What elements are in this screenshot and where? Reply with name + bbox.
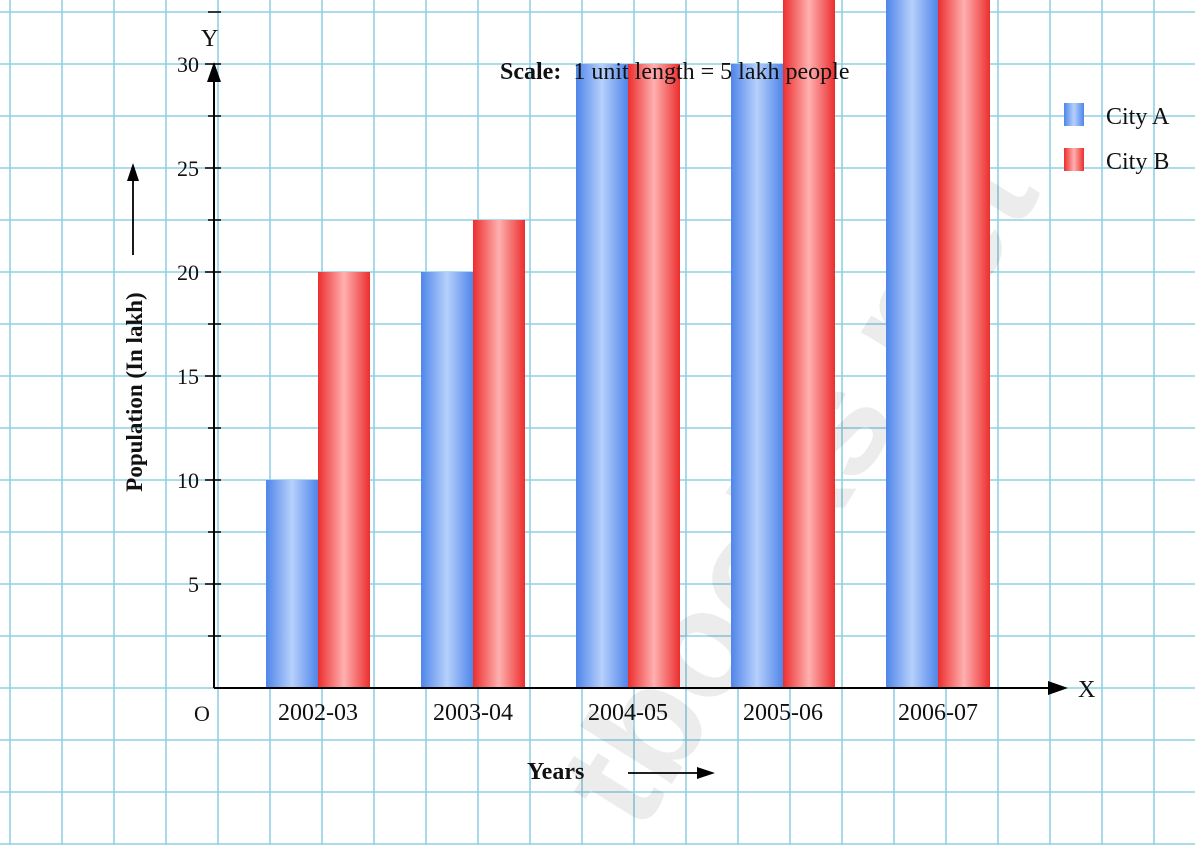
y-axis-arrow [207,62,221,82]
y-ticks [205,11,221,637]
x-tick-label: 2006-07 [898,700,978,726]
bar-city-b-2005-06 [783,0,835,688]
bar-city-a-2004-05 [576,64,628,688]
scale-prefix: Scale: [500,59,561,85]
y-tick-label: 10 [177,468,199,493]
y-tick-label: 20 [177,260,199,285]
x-tick-labels: 2002-03 2003-04 2004-05 2005-06 2006-07 [278,700,978,726]
y-title-arrow-head [127,163,139,181]
x-tick-label: 2003-04 [433,700,513,726]
legend-swatch-2 [1064,148,1084,171]
bars [266,0,990,688]
y-tick-label: 25 [177,156,199,181]
bar-city-b-2002-03 [318,272,370,688]
y-tick-label: 30 [177,52,199,77]
origin-label: O [194,701,210,726]
bar-city-a-2003-04 [421,272,473,688]
legend-label-1: City A [1106,104,1170,130]
x-tick-label: 2002-03 [278,700,358,726]
scale-note: Scale: 1 unit length = 5 lakh people [500,59,849,85]
x-tick-label: 2004-05 [588,700,668,726]
bar-city-b-2004-05 [628,64,680,688]
x-title-arrow-head [697,767,715,779]
legend-swatch-1 [1064,103,1084,126]
scale-text: 1 unit length = 5 lakh people [573,59,849,85]
x-axis-letter: X [1078,677,1095,703]
y-tick-label: 15 [177,364,199,389]
x-axis-title: Years [527,759,584,785]
legend: City A City B [1064,103,1170,175]
y-axis-title: Population (In lakh) [122,292,147,491]
bar-city-a-2006-07 [886,0,938,688]
x-tick-label: 2005-06 [743,700,823,726]
x-axis-arrow [1048,681,1068,695]
y-tick-labels: 5101520253035404550 [177,52,199,597]
bar-city-a-2002-03 [266,480,318,688]
bar-city-a-2005-06 [731,64,783,688]
bar-city-b-2006-07 [938,0,990,688]
legend-label-2: City B [1106,149,1169,175]
y-tick-label: 5 [188,572,199,597]
bar-city-b-2003-04 [473,220,525,688]
y-axis-letter: Y [201,26,218,52]
